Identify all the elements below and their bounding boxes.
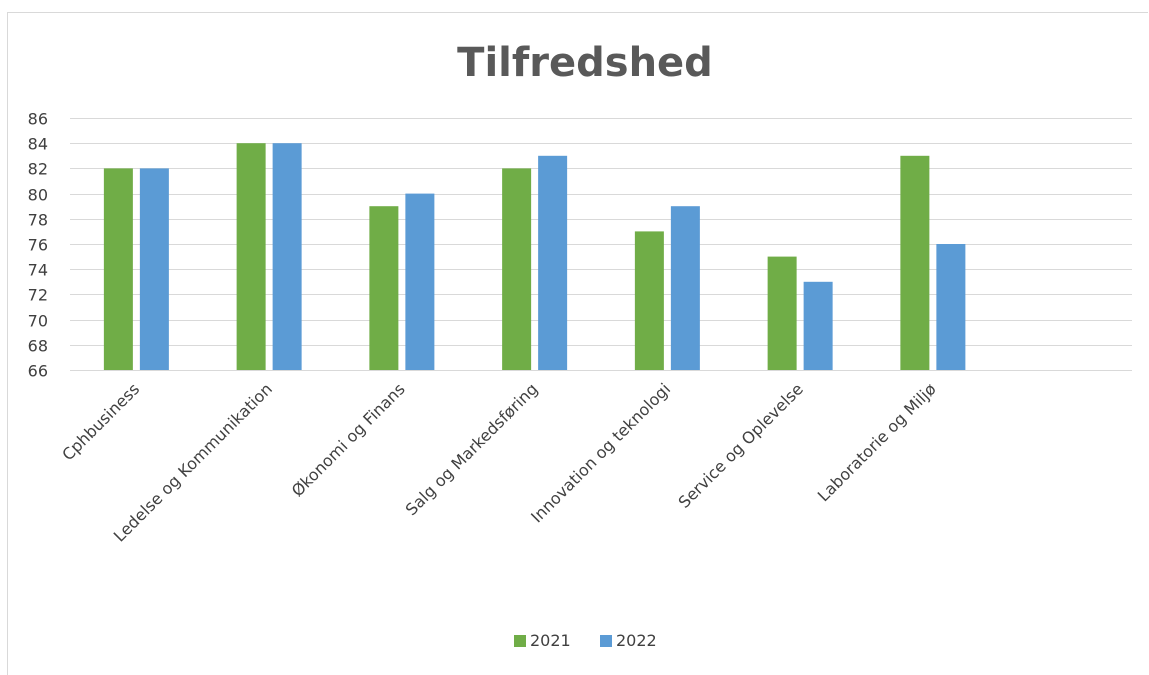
bar-2022-4 xyxy=(670,206,700,370)
bar-2021-5 xyxy=(767,256,797,370)
bar-2022-2 xyxy=(405,193,435,370)
bar-2022-5 xyxy=(803,281,833,370)
bars xyxy=(103,143,966,370)
category-label: Cphbusiness xyxy=(58,379,143,464)
chart-title: Tilfredshed xyxy=(457,40,713,86)
y-tick-label: 86 xyxy=(28,110,48,129)
y-tick-label: 72 xyxy=(28,286,48,305)
y-tick-label: 82 xyxy=(28,160,48,179)
category-label: Økonomi og Finans xyxy=(288,379,409,500)
bar-2021-6 xyxy=(900,155,930,370)
y-tick-label: 84 xyxy=(28,135,48,154)
bar-2022-3 xyxy=(538,155,568,370)
y-tick-label: 68 xyxy=(28,337,48,356)
legend-label-2022: 2022 xyxy=(616,631,657,650)
legend-swatch-2021 xyxy=(514,635,526,647)
bar-2022-0 xyxy=(139,168,169,370)
bar-2021-1 xyxy=(236,143,266,370)
bar-2022-6 xyxy=(936,244,966,370)
y-tick-label: 74 xyxy=(28,261,48,280)
y-tick-label: 70 xyxy=(28,312,48,331)
bar-2022-1 xyxy=(272,143,302,370)
category-label: Innovation og teknologi xyxy=(527,379,674,526)
category-label: Salg og Markedsføring xyxy=(402,379,542,519)
y-axis-ticks: 66 68 70 72 74 76 78 80 82 84 86 xyxy=(28,110,48,381)
legend: 2021 2022 xyxy=(514,631,657,650)
category-label: Service og Oplevelse xyxy=(675,379,807,511)
bar-2021-2 xyxy=(369,206,399,370)
legend-label-2021: 2021 xyxy=(530,631,571,650)
gridlines xyxy=(70,118,1132,371)
bar-2021-3 xyxy=(502,168,532,370)
category-label: Laboratorie og Miljø xyxy=(814,379,940,505)
y-tick-label: 76 xyxy=(28,236,48,255)
bar-2021-4 xyxy=(634,231,664,370)
category-label: Ledelse og Kommunikation xyxy=(110,379,276,545)
legend-swatch-2022 xyxy=(600,635,612,647)
bar-2021-0 xyxy=(103,168,133,370)
y-tick-label: 80 xyxy=(28,186,48,205)
y-tick-label: 66 xyxy=(28,362,48,381)
y-tick-label: 78 xyxy=(28,211,48,230)
